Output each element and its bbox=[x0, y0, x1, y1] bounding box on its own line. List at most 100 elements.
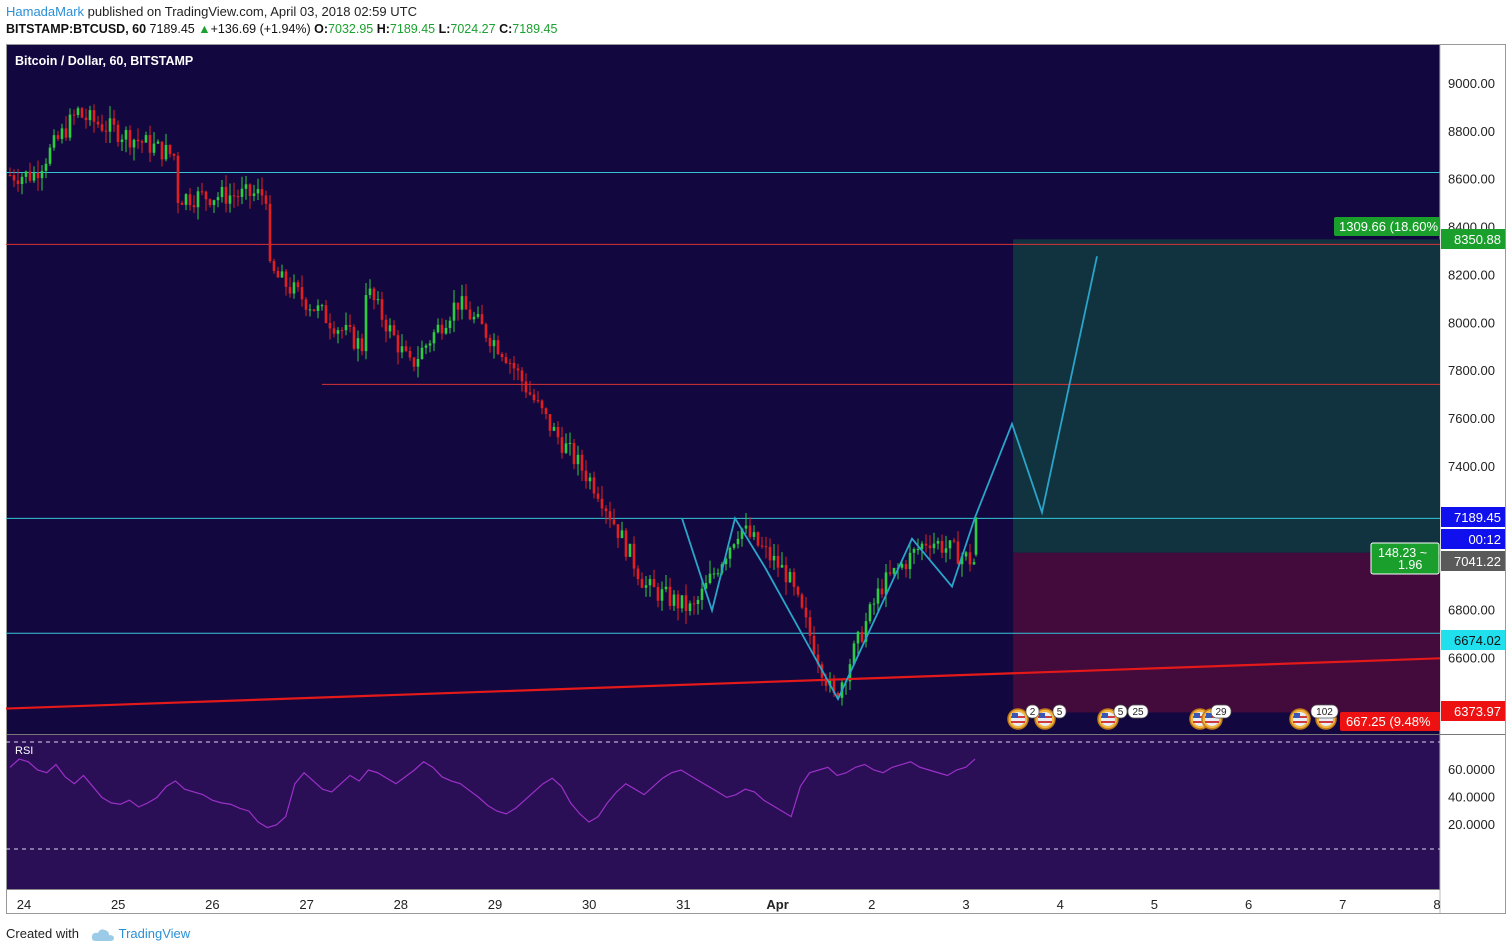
candle-body bbox=[528, 392, 532, 395]
candle-body bbox=[316, 305, 320, 311]
candle-body bbox=[600, 498, 604, 509]
high-value: 7189.45 bbox=[389, 22, 436, 36]
candle-body bbox=[408, 351, 412, 358]
candle-body bbox=[140, 141, 144, 143]
candle-body bbox=[788, 572, 792, 583]
us-flag-event-icon[interactable] bbox=[1289, 708, 1311, 730]
candle-body bbox=[16, 180, 20, 185]
candle-body bbox=[12, 175, 16, 181]
candle-body bbox=[168, 144, 172, 154]
last-candle-body bbox=[974, 517, 978, 555]
candle-body bbox=[28, 171, 32, 181]
candle-body bbox=[624, 530, 628, 557]
candle-body bbox=[456, 302, 460, 310]
candle-body bbox=[772, 555, 776, 561]
candle-body bbox=[796, 586, 800, 595]
candle-body bbox=[608, 511, 612, 520]
candle-body bbox=[584, 470, 588, 482]
price-badge-text: 7189.45 bbox=[1454, 510, 1501, 525]
time-tick-label: 4 bbox=[1057, 897, 1064, 912]
candle-body bbox=[756, 532, 760, 546]
candle-body bbox=[88, 110, 92, 121]
time-tick-label: Apr bbox=[766, 897, 788, 912]
rsi-tick-label: 40.0000 bbox=[1448, 789, 1495, 804]
candle-body bbox=[656, 587, 660, 601]
candle-body bbox=[32, 172, 36, 181]
candle-body bbox=[304, 299, 308, 310]
price-badge-gray: 7041.22 bbox=[1441, 551, 1505, 571]
candle-body bbox=[512, 362, 516, 369]
candle-body bbox=[192, 205, 196, 208]
ascending-trendline[interactable] bbox=[5, 657, 1441, 710]
candle-body bbox=[472, 316, 476, 320]
candle-body bbox=[892, 568, 896, 574]
candle-body bbox=[596, 493, 600, 499]
candle-body bbox=[524, 381, 528, 393]
candle-body bbox=[812, 635, 816, 655]
candle-body bbox=[684, 595, 688, 611]
price-badge-red: 6373.97 bbox=[1441, 701, 1505, 721]
us-flag-event-icon[interactable] bbox=[1097, 708, 1119, 730]
candle-body bbox=[632, 543, 636, 569]
time-tick-label: 3 bbox=[962, 897, 969, 912]
footer: Created with TradingView bbox=[6, 926, 190, 942]
time-tick-label: 24 bbox=[17, 897, 31, 912]
candle-body bbox=[780, 565, 784, 568]
candle-body bbox=[968, 552, 972, 565]
candle-body bbox=[160, 141, 164, 160]
candle-body bbox=[360, 338, 364, 352]
candle-body bbox=[540, 400, 544, 409]
price-tick-label: 8600.00 bbox=[1448, 172, 1495, 187]
candle-body bbox=[124, 130, 128, 140]
candle-body bbox=[200, 191, 204, 193]
candle-body bbox=[760, 545, 764, 547]
candle-body bbox=[764, 546, 768, 548]
time-axis-bg bbox=[6, 890, 1440, 914]
price-badge-text: 7041.22 bbox=[1454, 554, 1501, 569]
price-tick-label: 7800.00 bbox=[1448, 363, 1495, 378]
candle-body bbox=[648, 579, 652, 586]
w-pattern-projection[interactable] bbox=[681, 256, 1098, 701]
candle-body bbox=[252, 193, 256, 197]
candle-body bbox=[504, 357, 508, 363]
flag-canton bbox=[1039, 713, 1045, 718]
candle-body bbox=[276, 270, 280, 278]
candle-body bbox=[824, 677, 828, 686]
candle-body bbox=[900, 563, 904, 568]
candle-body bbox=[392, 325, 396, 336]
candle-body bbox=[92, 110, 96, 122]
price-badge-bg bbox=[1441, 507, 1505, 527]
author-link[interactable]: HamadaMark bbox=[6, 4, 85, 19]
us-flag-event-icon[interactable] bbox=[1007, 708, 1029, 730]
candle-body bbox=[212, 200, 216, 206]
candle-body bbox=[580, 454, 584, 471]
candle-body bbox=[964, 552, 968, 557]
candle-body bbox=[924, 543, 928, 546]
candle-body bbox=[348, 324, 352, 327]
candle-body bbox=[616, 524, 620, 539]
price-badge-bg bbox=[1441, 630, 1505, 650]
price-badge-text: 6373.97 bbox=[1454, 704, 1501, 719]
candle-body bbox=[676, 594, 680, 609]
candle-body bbox=[784, 565, 788, 583]
candle-body bbox=[104, 130, 108, 132]
candle-body bbox=[368, 288, 372, 296]
us-flag-event-icon[interactable] bbox=[1034, 708, 1056, 730]
candle-body bbox=[604, 508, 608, 512]
price-tick-label: 6600.00 bbox=[1448, 650, 1495, 665]
candle-body bbox=[956, 541, 960, 565]
candle-body bbox=[724, 558, 728, 565]
candle-body bbox=[740, 528, 744, 539]
candle-body bbox=[48, 147, 52, 164]
candle-body bbox=[412, 357, 416, 367]
candle-body bbox=[708, 573, 712, 584]
target-label-bg bbox=[1334, 217, 1440, 236]
last-price: 7189.45 bbox=[149, 22, 195, 36]
flag-canton bbox=[1012, 713, 1018, 718]
candle-body bbox=[340, 330, 344, 332]
candle-body bbox=[828, 679, 832, 686]
tradingview-link[interactable]: TradingView bbox=[118, 926, 191, 941]
candle-body bbox=[260, 189, 264, 196]
candle-body bbox=[532, 394, 536, 401]
